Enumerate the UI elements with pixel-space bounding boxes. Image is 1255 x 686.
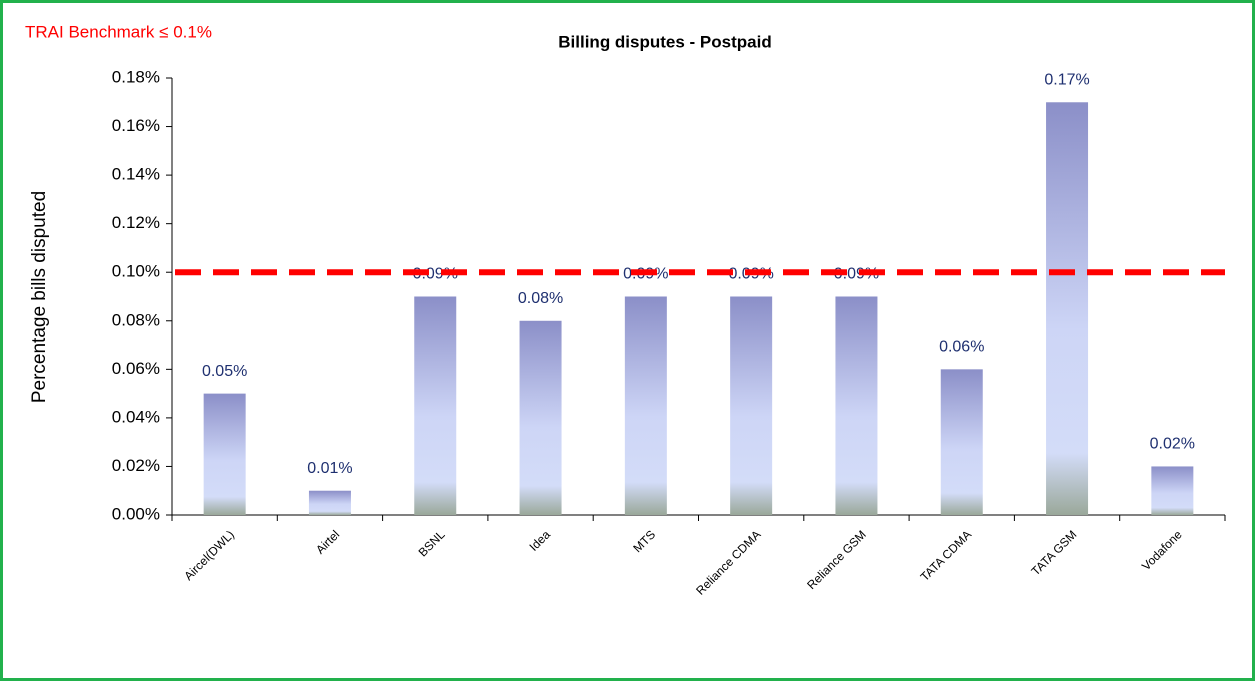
data-label: 0.01% <box>307 460 352 477</box>
bar <box>1046 102 1089 516</box>
y-tick-label: 0.10% <box>112 262 160 281</box>
bar <box>414 296 457 515</box>
data-label: 0.05% <box>202 363 247 380</box>
y-tick-label: 0.02% <box>112 456 160 475</box>
chart-title: Billing disputes - Postpaid <box>558 32 771 51</box>
y-tick-label: 0.18% <box>112 67 160 86</box>
benchmark-annotation: TRAI Benchmark ≤ 0.1% <box>25 22 212 41</box>
bar <box>940 369 983 515</box>
y-tick-label: 0.06% <box>112 359 160 378</box>
y-tick-label: 0.00% <box>112 504 160 523</box>
bar <box>624 296 667 515</box>
y-tick-label: 0.16% <box>112 116 160 135</box>
bar <box>519 320 562 515</box>
data-label: 0.06% <box>939 339 984 356</box>
data-label: 0.17% <box>1044 71 1089 88</box>
y-tick-label: 0.08% <box>112 310 160 329</box>
y-tick-label: 0.14% <box>112 165 160 184</box>
bar <box>203 393 246 515</box>
bar <box>1151 466 1194 515</box>
y-tick-label: 0.12% <box>112 213 160 232</box>
data-label: 0.08% <box>518 290 563 307</box>
y-axis-label: Percentage bills disputed <box>29 191 50 403</box>
data-label: 0.02% <box>1150 436 1195 453</box>
y-tick-label: 0.04% <box>112 407 160 426</box>
bar <box>835 296 878 515</box>
bar <box>308 490 351 515</box>
bar <box>730 296 773 515</box>
